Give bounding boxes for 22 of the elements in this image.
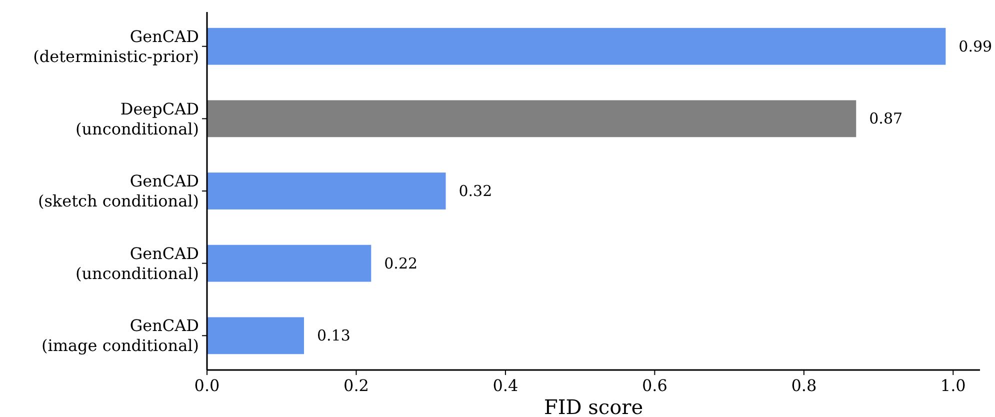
data-label: 0.22: [384, 254, 418, 272]
bar: [207, 317, 304, 354]
data-label: 0.13: [317, 326, 350, 345]
x-tick-label: 0.0: [194, 376, 220, 395]
x-tick-label: 1.0: [940, 376, 966, 395]
y-tick-label: DeepCAD (unconditional): [76, 99, 199, 138]
data-label: 0.99: [958, 37, 992, 56]
x-tick-label: 0.2: [344, 376, 369, 395]
bar: [207, 244, 372, 282]
bar: [207, 172, 446, 210]
y-tick-label: GenCAD (deterministic-prior): [33, 26, 199, 66]
y-tick-label: GenCAD (unconditional): [76, 244, 199, 283]
data-label: 0.32: [458, 182, 492, 200]
data-label: 0.87: [869, 110, 903, 128]
y-tick-label: GenCAD (image conditional): [41, 316, 199, 356]
bar: [207, 100, 856, 138]
x-tick-label: 0.6: [642, 376, 668, 395]
y-tick-label: GenCAD (sketch conditional): [38, 172, 199, 211]
x-tick-label: 0.8: [791, 376, 817, 395]
bar: [207, 28, 946, 65]
x-axis-title: FID score: [544, 395, 644, 417]
x-tick-label: 0.4: [492, 376, 518, 395]
